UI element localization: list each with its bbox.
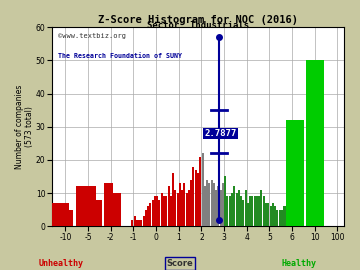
Bar bbox=[170, 196, 172, 226]
Text: The Research Foundation of SUNY: The Research Foundation of SUNY bbox=[58, 53, 182, 59]
Bar bbox=[260, 190, 262, 226]
Bar bbox=[136, 220, 138, 226]
Title: Z-Score Histogram for NOC (2016): Z-Score Histogram for NOC (2016) bbox=[98, 15, 298, 25]
Bar bbox=[165, 196, 167, 226]
Bar bbox=[244, 190, 247, 226]
Bar bbox=[152, 200, 154, 226]
Bar bbox=[242, 200, 244, 226]
Bar bbox=[256, 196, 258, 226]
Text: Sector: Industrials: Sector: Industrials bbox=[147, 21, 249, 30]
Bar bbox=[179, 183, 181, 226]
Bar bbox=[224, 177, 226, 226]
Bar bbox=[140, 220, 142, 226]
Bar bbox=[283, 206, 285, 226]
Bar bbox=[174, 190, 176, 226]
Bar bbox=[238, 190, 240, 226]
Bar bbox=[217, 187, 220, 226]
Bar bbox=[206, 180, 208, 226]
Bar bbox=[145, 210, 147, 226]
Bar bbox=[265, 203, 267, 226]
Bar bbox=[267, 203, 269, 226]
Bar bbox=[138, 220, 140, 226]
Bar bbox=[161, 193, 163, 226]
Bar bbox=[186, 193, 188, 226]
Bar bbox=[231, 193, 233, 226]
Bar bbox=[215, 190, 217, 226]
Bar bbox=[270, 206, 271, 226]
Bar bbox=[82, 200, 102, 226]
Bar bbox=[143, 216, 145, 226]
Bar bbox=[134, 216, 136, 226]
Bar bbox=[274, 206, 276, 226]
Bar bbox=[285, 206, 287, 226]
Text: Healthy: Healthy bbox=[281, 259, 316, 268]
Bar bbox=[226, 196, 229, 226]
Text: ©www.textbiz.org: ©www.textbiz.org bbox=[58, 33, 126, 39]
Bar bbox=[211, 180, 213, 226]
Bar bbox=[306, 216, 324, 226]
Bar bbox=[112, 193, 121, 226]
Y-axis label: Number of companies
(573 total): Number of companies (573 total) bbox=[15, 85, 35, 169]
Bar bbox=[154, 196, 156, 226]
Bar bbox=[183, 183, 185, 226]
Bar bbox=[104, 183, 113, 226]
Bar bbox=[188, 190, 190, 226]
Bar bbox=[156, 196, 158, 226]
Bar bbox=[190, 180, 192, 226]
Bar bbox=[213, 183, 215, 226]
Bar bbox=[272, 203, 274, 226]
Bar bbox=[149, 203, 152, 226]
Text: 2.7877: 2.7877 bbox=[204, 129, 237, 138]
Bar bbox=[247, 203, 249, 226]
Bar bbox=[286, 120, 304, 226]
Bar bbox=[208, 183, 210, 226]
Bar bbox=[163, 196, 165, 226]
Bar bbox=[199, 157, 201, 226]
Bar bbox=[167, 187, 170, 226]
Bar bbox=[251, 196, 253, 226]
Bar bbox=[197, 173, 199, 226]
Bar bbox=[172, 173, 174, 226]
Bar bbox=[220, 190, 222, 226]
Text: Unhealthy: Unhealthy bbox=[39, 259, 84, 268]
Bar bbox=[229, 196, 231, 226]
Bar bbox=[195, 170, 197, 226]
Bar bbox=[281, 210, 283, 226]
Bar bbox=[177, 193, 179, 226]
Bar bbox=[53, 210, 73, 226]
Bar bbox=[249, 196, 251, 226]
Bar bbox=[306, 60, 324, 226]
Bar bbox=[276, 210, 278, 226]
Bar bbox=[48, 203, 69, 226]
Bar bbox=[233, 187, 235, 226]
Bar bbox=[204, 187, 206, 226]
Bar bbox=[279, 210, 281, 226]
Bar bbox=[181, 190, 183, 226]
Bar bbox=[240, 196, 242, 226]
Bar bbox=[306, 153, 324, 226]
Bar bbox=[193, 167, 194, 226]
Bar bbox=[76, 187, 96, 226]
Bar bbox=[158, 200, 161, 226]
Bar bbox=[258, 196, 260, 226]
Bar bbox=[202, 153, 203, 226]
Bar bbox=[235, 193, 238, 226]
Bar bbox=[263, 196, 265, 226]
Text: Score: Score bbox=[167, 259, 193, 268]
Bar bbox=[222, 183, 224, 226]
Bar bbox=[131, 220, 133, 226]
Bar bbox=[147, 206, 149, 226]
Bar bbox=[254, 196, 256, 226]
